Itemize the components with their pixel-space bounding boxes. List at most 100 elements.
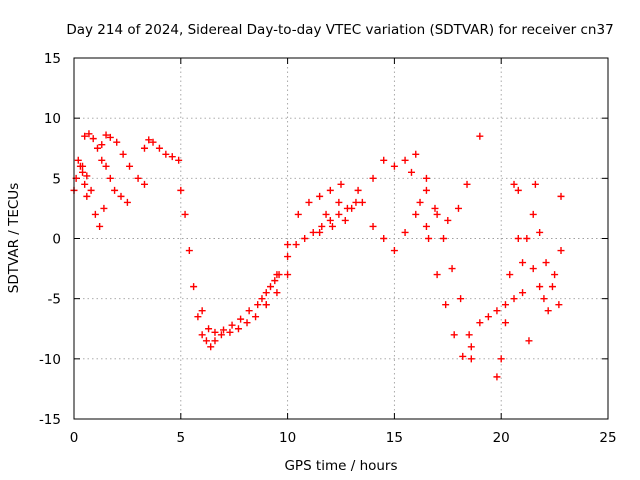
data-point — [352, 198, 360, 206]
data-point — [207, 343, 215, 351]
data-point — [422, 222, 430, 230]
data-point — [100, 204, 108, 212]
data-point — [412, 150, 420, 158]
data-point — [354, 186, 362, 194]
data-point — [390, 247, 398, 255]
data-point — [134, 174, 142, 182]
data-point — [348, 204, 356, 212]
data-point — [113, 138, 121, 146]
data-point — [401, 156, 409, 164]
data-point — [177, 186, 185, 194]
data-point — [106, 174, 114, 182]
data-point — [322, 210, 330, 218]
data-point — [168, 153, 176, 161]
data-point — [510, 295, 518, 303]
y-tick-label: -10 — [39, 352, 61, 368]
y-tick-label: -15 — [39, 412, 61, 428]
data-point — [262, 301, 270, 309]
data-point — [273, 289, 281, 297]
data-point — [301, 235, 309, 242]
series-late-high — [476, 132, 565, 200]
data-point — [185, 247, 193, 255]
data-point — [252, 313, 260, 321]
data-point — [548, 283, 556, 291]
series-late-scatter — [525, 247, 565, 345]
data-point — [126, 162, 134, 170]
data-point — [87, 186, 95, 194]
series-rise — [258, 198, 360, 303]
data-point — [220, 326, 228, 334]
data-point — [284, 253, 292, 261]
data-point — [335, 210, 343, 218]
data-point — [440, 235, 448, 242]
x-tick-label: 20 — [493, 430, 510, 446]
data-point — [262, 289, 270, 297]
data-point — [459, 352, 467, 360]
data-point — [412, 210, 420, 218]
data-point — [425, 235, 433, 242]
series-rise-steep — [262, 180, 345, 309]
data-point — [228, 321, 236, 329]
data-point — [243, 319, 251, 327]
data-point — [83, 192, 91, 200]
data-point — [117, 192, 125, 200]
data-point — [284, 241, 292, 249]
data-point — [529, 210, 537, 218]
y-tick-label: 0 — [52, 232, 61, 248]
data-point — [442, 301, 450, 309]
data-point — [309, 228, 317, 236]
data-point — [448, 265, 456, 273]
series-mid-low — [369, 210, 430, 255]
data-point — [81, 132, 89, 140]
data-point — [271, 277, 279, 285]
data-point — [175, 156, 183, 164]
data-point — [267, 283, 275, 291]
data-point — [463, 180, 471, 188]
data-point — [497, 355, 505, 363]
y-tick-label: 10 — [44, 111, 61, 127]
grid — [74, 58, 608, 419]
data-point — [390, 162, 398, 170]
data-point — [514, 235, 522, 242]
data-point — [202, 337, 210, 345]
series-early-3 — [79, 162, 108, 230]
data-point — [102, 162, 110, 170]
data-point — [119, 150, 127, 158]
data-point — [111, 186, 119, 194]
data-point — [337, 180, 345, 188]
data-point — [542, 259, 550, 267]
data-point — [123, 198, 131, 206]
data-point — [501, 319, 509, 327]
data-markers — [70, 130, 565, 381]
data-point — [106, 133, 114, 141]
data-point — [501, 301, 509, 309]
series-early-5 — [98, 156, 131, 206]
data-point — [74, 156, 82, 164]
data-point — [523, 235, 531, 242]
series-late-drop — [467, 289, 527, 351]
series-dip — [177, 186, 292, 351]
x-tick-label: 15 — [386, 430, 403, 446]
x-axis-label: GPS time / hours — [284, 458, 397, 474]
series-fall-2 — [422, 186, 473, 339]
data-point — [81, 180, 89, 188]
data-point — [211, 337, 219, 345]
data-point — [145, 136, 153, 144]
data-point — [510, 180, 518, 188]
x-tick-label: 25 — [599, 430, 616, 446]
series-late-spike — [493, 271, 514, 381]
data-point — [140, 144, 148, 152]
data-point — [341, 216, 349, 224]
data-point — [431, 204, 439, 212]
data-point — [422, 174, 430, 182]
series-hump — [358, 150, 471, 224]
data-point — [234, 325, 242, 333]
data-point — [380, 235, 388, 242]
data-point — [318, 222, 326, 230]
data-point — [433, 271, 441, 279]
data-point — [316, 228, 324, 236]
x-tick-label: 5 — [177, 430, 186, 446]
data-point — [557, 247, 565, 255]
data-point — [551, 271, 559, 279]
